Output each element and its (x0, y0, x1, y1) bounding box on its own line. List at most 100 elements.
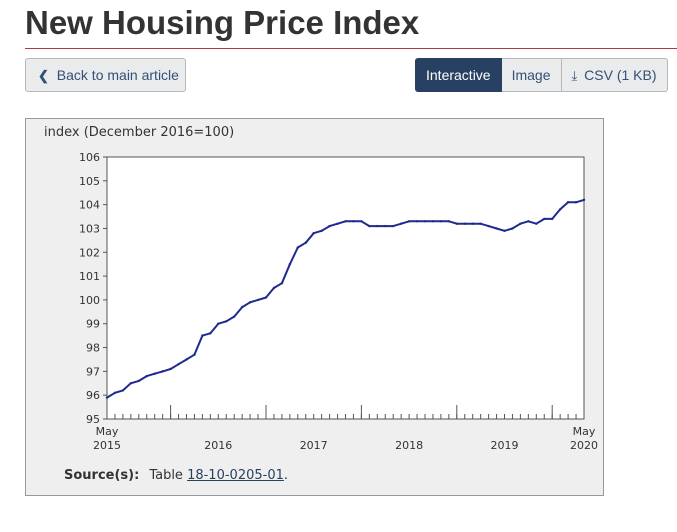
data-point (137, 379, 140, 383)
data-point (384, 224, 387, 228)
data-point (264, 296, 268, 299)
data-point (535, 222, 538, 225)
data-point (487, 224, 490, 228)
csv-button-label: CSV (1 KB) (584, 67, 657, 83)
source-suffix: . (283, 468, 289, 483)
back-button-label: Back to main article (56, 67, 179, 83)
data-point (105, 396, 109, 399)
y-tick-label: 100 (79, 294, 100, 307)
data-point (225, 320, 228, 323)
y-tick-label: 104 (79, 199, 100, 212)
x-tick-label: 2018 (395, 439, 423, 452)
data-point (360, 220, 363, 223)
data-point (201, 334, 204, 337)
data-point (352, 220, 355, 223)
x-tick-label: 2016 (204, 439, 232, 452)
data-point (240, 305, 244, 309)
source-label: Source(s): (64, 468, 140, 483)
data-point (193, 353, 196, 356)
data-point (129, 382, 133, 385)
data-point (566, 201, 570, 204)
data-point (272, 286, 276, 290)
data-point (463, 222, 466, 225)
y-axis-label: index (December 2016=100) (44, 125, 234, 140)
data-point (185, 358, 188, 361)
back-to-main-article-button[interactable]: ❮ Back to main article (25, 58, 186, 92)
data-point (439, 220, 443, 223)
image-button[interactable]: Image (501, 58, 562, 92)
data-point (503, 229, 506, 233)
x-tick-label: 2015 (93, 439, 121, 452)
data-point (471, 222, 474, 225)
data-point (479, 222, 482, 225)
data-point (320, 229, 323, 233)
y-tick-label: 106 (79, 151, 100, 164)
data-point (392, 224, 395, 228)
data-point (423, 220, 427, 223)
x-tick-label: 2019 (491, 439, 519, 452)
data-point (312, 232, 315, 235)
y-tick-label: 96 (86, 389, 100, 402)
csv-download-button[interactable]: ⤓ CSV (1 KB) (561, 58, 668, 92)
data-point (558, 208, 562, 211)
title-rule (25, 48, 677, 49)
data-point (431, 220, 435, 223)
source-table-link[interactable]: 18-10-0205-01 (187, 468, 284, 483)
y-tick-label: 99 (86, 318, 100, 331)
y-tick-label: 95 (86, 413, 100, 426)
data-point (407, 220, 411, 223)
chevron-left-icon: ❮ (38, 68, 49, 83)
data-point (551, 217, 554, 221)
data-point (399, 222, 403, 225)
data-point (177, 363, 180, 366)
download-icon: ⤓ (571, 68, 578, 83)
data-point (248, 301, 252, 304)
line-chart: index (December 2016=100) 95 96 97 98 99 100 10… (44, 125, 598, 452)
y-tick-label: 97 (86, 365, 100, 378)
source-line: Source(s): Table 18-10-0205-01. (64, 468, 288, 483)
data-point (113, 391, 117, 394)
data-point (161, 370, 164, 373)
data-point (153, 372, 156, 375)
data-point (121, 389, 125, 392)
data-point (328, 224, 331, 228)
data-point (288, 262, 292, 266)
y-tick-label: 102 (79, 246, 100, 259)
data-point (455, 222, 458, 225)
x-tick-label: 2020 (570, 439, 598, 452)
data-point (280, 282, 284, 285)
data-point (256, 298, 260, 302)
view-toggle-group: Interactive Image ⤓ CSV (1 KB) (415, 58, 668, 92)
data-point (296, 246, 299, 249)
data-point (415, 220, 419, 223)
data-point (511, 227, 514, 230)
y-tick-label: 101 (79, 270, 100, 283)
x-tick-label: May (96, 425, 119, 438)
source-prefix: Table (149, 468, 183, 483)
data-point (145, 374, 148, 378)
data-point (233, 315, 236, 318)
data-point (582, 198, 586, 202)
y-tick-label: 98 (86, 342, 100, 355)
y-tick-label: 105 (79, 175, 100, 188)
data-point (209, 332, 212, 335)
data-point (495, 227, 498, 230)
x-tick-label: 2017 (300, 439, 328, 452)
data-point (169, 367, 172, 371)
data-point (447, 220, 451, 223)
interactive-button[interactable]: Interactive (415, 58, 502, 92)
data-point (336, 222, 339, 225)
data-point (376, 224, 379, 228)
data-point (344, 220, 347, 223)
page-title: New Housing Price Index (25, 4, 420, 41)
data-point (368, 224, 371, 228)
y-tick-label: 103 (79, 222, 100, 235)
data-point (543, 217, 546, 221)
data-point (574, 201, 578, 204)
x-tick-label: May (573, 425, 596, 438)
plot-area (106, 156, 585, 420)
data-point (304, 241, 307, 244)
chart-panel: index (December 2016=100) 95 96 97 98 99 100 10… (25, 118, 604, 496)
data-point (217, 322, 220, 325)
data-point (519, 222, 522, 225)
